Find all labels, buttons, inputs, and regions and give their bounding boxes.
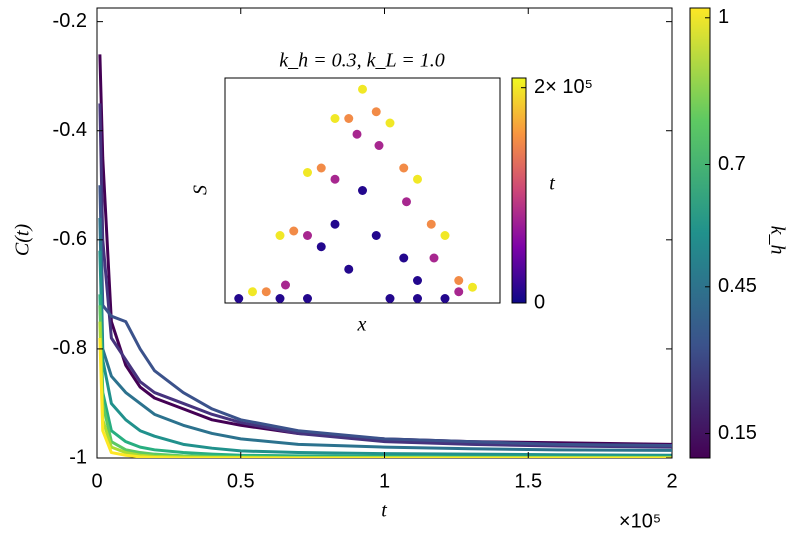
point <box>303 294 312 303</box>
x-tick-label: 0.5 <box>227 470 255 492</box>
point <box>413 276 422 285</box>
point <box>303 168 312 177</box>
point <box>385 294 395 303</box>
point <box>374 141 384 150</box>
point <box>352 129 362 139</box>
point <box>426 219 436 229</box>
point <box>248 287 257 297</box>
colorbar <box>689 7 711 459</box>
line <box>98 185 672 447</box>
point <box>440 231 450 240</box>
point <box>330 114 340 123</box>
x-label: t <box>381 500 387 522</box>
point <box>399 163 409 173</box>
colorbar-tick-label: 1 <box>718 6 729 28</box>
y-tick-label: -0.6 <box>53 228 87 250</box>
colorbar-tick-label: 0.45 <box>718 275 757 297</box>
inset-x-label: x <box>357 314 367 336</box>
point <box>261 287 271 297</box>
point <box>413 294 422 303</box>
x-tick-label: 2 <box>666 470 677 492</box>
point <box>358 84 367 94</box>
point <box>316 242 326 252</box>
point <box>454 287 464 297</box>
inset-colorbar-tick-label: 2× 10⁵ <box>534 76 593 98</box>
x-multiplier: ×10⁵ <box>619 510 661 532</box>
inset-points <box>234 84 477 303</box>
point <box>330 174 340 184</box>
point <box>371 107 381 117</box>
line <box>98 337 672 458</box>
point <box>330 219 340 229</box>
point <box>275 294 285 303</box>
point <box>429 253 439 263</box>
y-tick-label: -1 <box>69 446 87 468</box>
point <box>413 174 422 184</box>
point <box>385 118 395 128</box>
lines <box>98 54 672 458</box>
y-tick-label: -0.8 <box>53 337 87 359</box>
line <box>98 103 672 449</box>
y-tick-label: -0.2 <box>53 10 87 32</box>
point <box>358 186 367 195</box>
inset-y-label: S <box>190 185 212 195</box>
x-tick-label: 1 <box>379 470 390 492</box>
inset-colorbar-tick-label: 0 <box>534 291 545 313</box>
point <box>344 264 354 274</box>
colorbar-tick-label: 0.15 <box>718 422 757 444</box>
point <box>371 231 381 240</box>
point <box>399 253 409 263</box>
point <box>344 114 354 123</box>
y-tick-label: -0.4 <box>53 119 87 141</box>
line <box>98 250 672 457</box>
point <box>289 226 299 236</box>
inset-colorbar-label: t <box>549 173 555 195</box>
point <box>468 282 477 292</box>
x-tick-label: 0 <box>91 470 102 492</box>
line <box>98 217 672 452</box>
inset-title: k_h = 0.3, k_L = 1.0 <box>279 50 445 72</box>
point <box>440 294 450 303</box>
point <box>303 231 312 240</box>
point <box>281 280 290 290</box>
point <box>402 197 411 207</box>
point <box>316 163 326 173</box>
point <box>234 294 244 303</box>
y-label: C(t) <box>12 224 34 257</box>
colorbar-tick-label: 0.7 <box>718 153 746 175</box>
point <box>454 276 464 285</box>
inset-colorbar <box>511 77 527 304</box>
point <box>275 231 285 240</box>
colorbar-label: k_h <box>766 226 788 255</box>
x-tick-label: 1.5 <box>514 470 542 492</box>
